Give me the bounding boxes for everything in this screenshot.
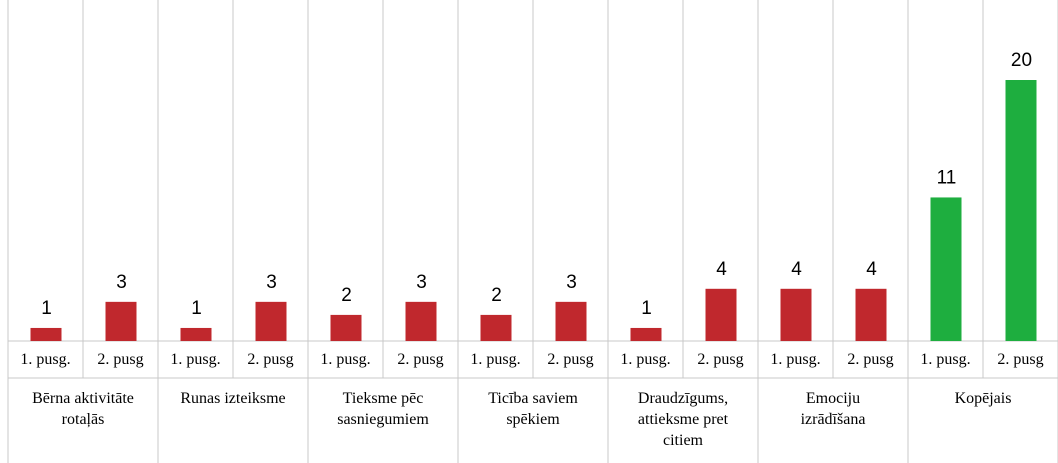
x-tick-label: 1. pusg. bbox=[770, 351, 821, 368]
x-tick-label: 2. pusg bbox=[547, 351, 594, 368]
group-label: Tieksme pēc sasniegumiem bbox=[337, 390, 429, 428]
group-label: Draudzīgums, attieksme pret citiem bbox=[637, 390, 729, 449]
value-label: 4 bbox=[791, 259, 802, 280]
bar bbox=[630, 327, 662, 341]
value-label: 4 bbox=[716, 259, 727, 280]
value-label: 11 bbox=[937, 167, 957, 188]
value-label: 20 bbox=[1011, 50, 1032, 71]
group-label: Kopējais bbox=[954, 390, 1012, 407]
x-tick-label: 1. pusg. bbox=[470, 351, 521, 368]
bar bbox=[480, 314, 512, 341]
x-tick-label: 1. pusg. bbox=[20, 351, 71, 368]
value-label: 1 bbox=[641, 298, 652, 319]
x-tick-label: 2. pusg bbox=[997, 351, 1044, 368]
x-tick-label: 2. pusg bbox=[397, 351, 444, 368]
bar bbox=[705, 288, 737, 341]
bar bbox=[330, 314, 362, 341]
x-tick-label: 2. pusg bbox=[697, 351, 744, 368]
x-tick-label: 2. pusg bbox=[97, 351, 144, 368]
x-tick-label: 2. pusg bbox=[247, 351, 294, 368]
value-label: 1 bbox=[41, 298, 52, 319]
x-tick-label: 1. pusg. bbox=[920, 351, 971, 368]
bar bbox=[255, 301, 287, 341]
x-tick-label: 2. pusg bbox=[847, 351, 894, 368]
value-label: 2 bbox=[341, 285, 352, 306]
value-label: 3 bbox=[266, 272, 277, 293]
bar bbox=[1005, 80, 1037, 341]
bar bbox=[855, 288, 887, 341]
group-label: Bērna aktivitāte rotaļās bbox=[32, 390, 134, 428]
group-label: Emociju izrādīšana bbox=[800, 390, 866, 428]
group-label: Ticība saviem spēkiem bbox=[488, 390, 578, 428]
x-tick-label: 1. pusg. bbox=[320, 351, 371, 368]
value-label: 2 bbox=[491, 285, 502, 306]
x-tick-label: 1. pusg. bbox=[170, 351, 221, 368]
bar bbox=[180, 327, 212, 341]
value-label: 3 bbox=[566, 272, 577, 293]
value-label: 3 bbox=[416, 272, 427, 293]
bar bbox=[405, 301, 437, 341]
value-label: 1 bbox=[191, 298, 202, 319]
bar bbox=[930, 197, 962, 341]
bar bbox=[105, 301, 137, 341]
value-label: 3 bbox=[116, 272, 127, 293]
bar bbox=[30, 327, 62, 341]
bar bbox=[780, 288, 812, 341]
bar bbox=[555, 301, 587, 341]
value-label: 4 bbox=[866, 259, 877, 280]
x-tick-label: 1. pusg. bbox=[620, 351, 671, 368]
group-label: Runas izteiksme bbox=[180, 390, 286, 407]
